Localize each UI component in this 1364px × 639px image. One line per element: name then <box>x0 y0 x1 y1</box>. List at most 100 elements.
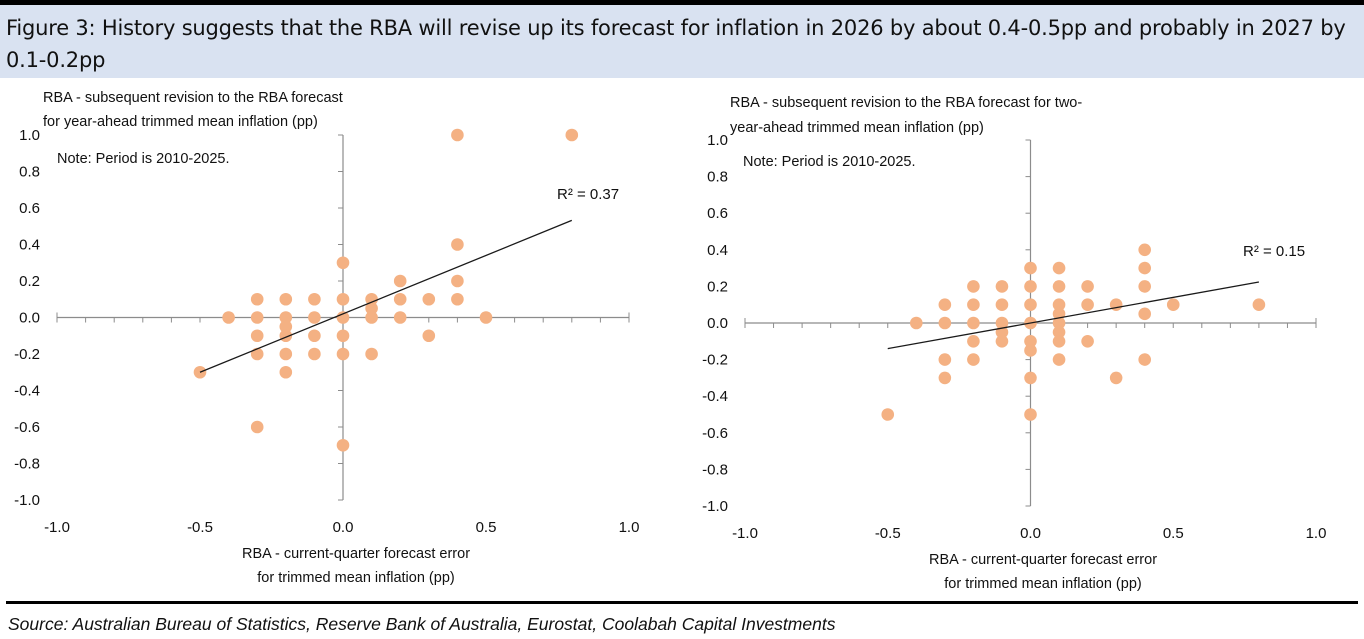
data-point <box>336 347 350 361</box>
data-point <box>1052 335 1066 348</box>
x-axis-title: for trimmed mean inflation (pp) <box>944 576 1141 592</box>
y-tick-label: 0.0 <box>707 315 728 332</box>
y-tick-label: -0.2 <box>702 352 728 369</box>
x-tick-label: -0.5 <box>187 519 213 536</box>
y-tick-label: 0.6 <box>19 200 40 217</box>
x-tick-label: -1.0 <box>732 525 758 542</box>
data-point <box>967 353 980 366</box>
y-axis-title: RBA - subsequent revision to the RBA for… <box>43 90 343 106</box>
data-point <box>336 329 350 343</box>
y-tick-label: -0.6 <box>702 425 728 442</box>
data-point <box>1138 353 1151 366</box>
chart-right: 1.0 0.8 0.6 0.4 0.2 0.0 -0.2 -0.4 -0.6 -0.8 -1.0-1… <box>702 95 1326 592</box>
data-point <box>967 280 980 293</box>
data-point <box>250 329 264 343</box>
y-tick-label: -0.2 <box>14 346 40 363</box>
data-point <box>451 238 464 251</box>
y-tick-label: 0.0 <box>19 310 40 327</box>
data-point <box>938 371 952 385</box>
x-tick-label: 1.0 <box>619 519 640 536</box>
y-tick-label: 0.6 <box>707 205 728 222</box>
data-point <box>1024 298 1037 312</box>
y-tick-label: -1.0 <box>14 492 40 509</box>
y-tick-label: 1.0 <box>19 127 40 144</box>
data-point <box>365 311 378 324</box>
data-point <box>967 316 980 330</box>
data-point <box>336 311 350 324</box>
data-point <box>1052 353 1066 366</box>
data-point <box>1024 408 1037 421</box>
data-point <box>995 280 1009 293</box>
data-point <box>565 128 579 142</box>
chart-note: Note: Period is 2010-2025. <box>743 154 916 170</box>
data-point <box>1166 298 1180 312</box>
data-point <box>995 316 1009 330</box>
data-point <box>279 365 293 379</box>
data-point <box>308 292 321 306</box>
data-point <box>336 438 350 452</box>
y-tick-label: 0.8 <box>19 164 40 181</box>
data-point <box>1052 325 1066 339</box>
data-point <box>308 347 321 361</box>
y-tick-label: 0.4 <box>707 242 728 259</box>
y-tick-label: -0.8 <box>702 461 728 478</box>
data-point <box>222 311 235 324</box>
x-tick-label: 0.5 <box>1163 525 1184 542</box>
x-axis-title: for trimmed mean inflation (pp) <box>257 570 454 586</box>
data-point <box>393 292 407 306</box>
data-point <box>1081 280 1094 293</box>
bottom-rule <box>6 601 1358 604</box>
data-point <box>279 347 293 361</box>
data-point <box>365 302 378 315</box>
data-point <box>1252 298 1266 312</box>
y-tick-label: -0.4 <box>702 388 728 405</box>
data-point <box>250 292 264 306</box>
header-band <box>0 5 1364 78</box>
y-tick-label: 0.8 <box>707 169 728 186</box>
figure-title: Figure 3: History suggests that the RBA … <box>6 16 1346 72</box>
y-tick-label: -1.0 <box>702 498 728 515</box>
data-point <box>336 256 350 270</box>
y-tick-label: 1.0 <box>707 132 728 149</box>
data-point <box>1138 261 1151 275</box>
data-point <box>938 298 952 312</box>
y-axis-title: RBA - subsequent revision to the RBA for… <box>730 95 1082 111</box>
y-tick-label: 0.4 <box>19 237 40 254</box>
y-axis-title: year-ahead trimmed mean inflation (pp) <box>730 120 984 136</box>
r-squared-label: R² = 0.37 <box>557 186 619 203</box>
data-point <box>308 311 321 324</box>
data-point <box>910 316 923 330</box>
x-tick-label: -1.0 <box>44 519 70 536</box>
y-tick-label: 0.2 <box>19 273 40 290</box>
data-point <box>1024 261 1037 275</box>
data-point <box>1052 298 1066 312</box>
trendline <box>199 219 573 373</box>
y-tick-label: -0.4 <box>14 383 40 400</box>
data-point <box>451 292 464 306</box>
data-point <box>279 292 293 306</box>
data-point <box>250 420 264 434</box>
data-point <box>1109 298 1123 312</box>
y-axis-title: for year-ahead trimmed mean inflation (p… <box>43 114 318 130</box>
x-tick-label: 1.0 <box>1306 525 1327 542</box>
data-point <box>393 274 407 288</box>
data-point <box>967 298 980 312</box>
top-rule <box>0 0 1364 5</box>
data-point <box>422 292 436 306</box>
data-point <box>1024 335 1037 348</box>
x-tick-label: 0.5 <box>476 519 497 536</box>
data-point <box>1138 280 1151 293</box>
data-point <box>1109 371 1123 385</box>
data-point <box>365 292 378 306</box>
data-point <box>995 298 1009 312</box>
data-point <box>1081 335 1094 348</box>
data-point <box>279 311 293 324</box>
x-axis-title: RBA - current-quarter forecast error <box>242 546 470 562</box>
data-point <box>365 347 378 361</box>
x-tick-label: 0.0 <box>1020 525 1041 542</box>
chart-note: Note: Period is 2010-2025. <box>57 151 230 167</box>
data-point <box>881 408 895 421</box>
data-point <box>967 335 980 348</box>
data-point <box>422 329 436 343</box>
data-point <box>995 335 1009 348</box>
